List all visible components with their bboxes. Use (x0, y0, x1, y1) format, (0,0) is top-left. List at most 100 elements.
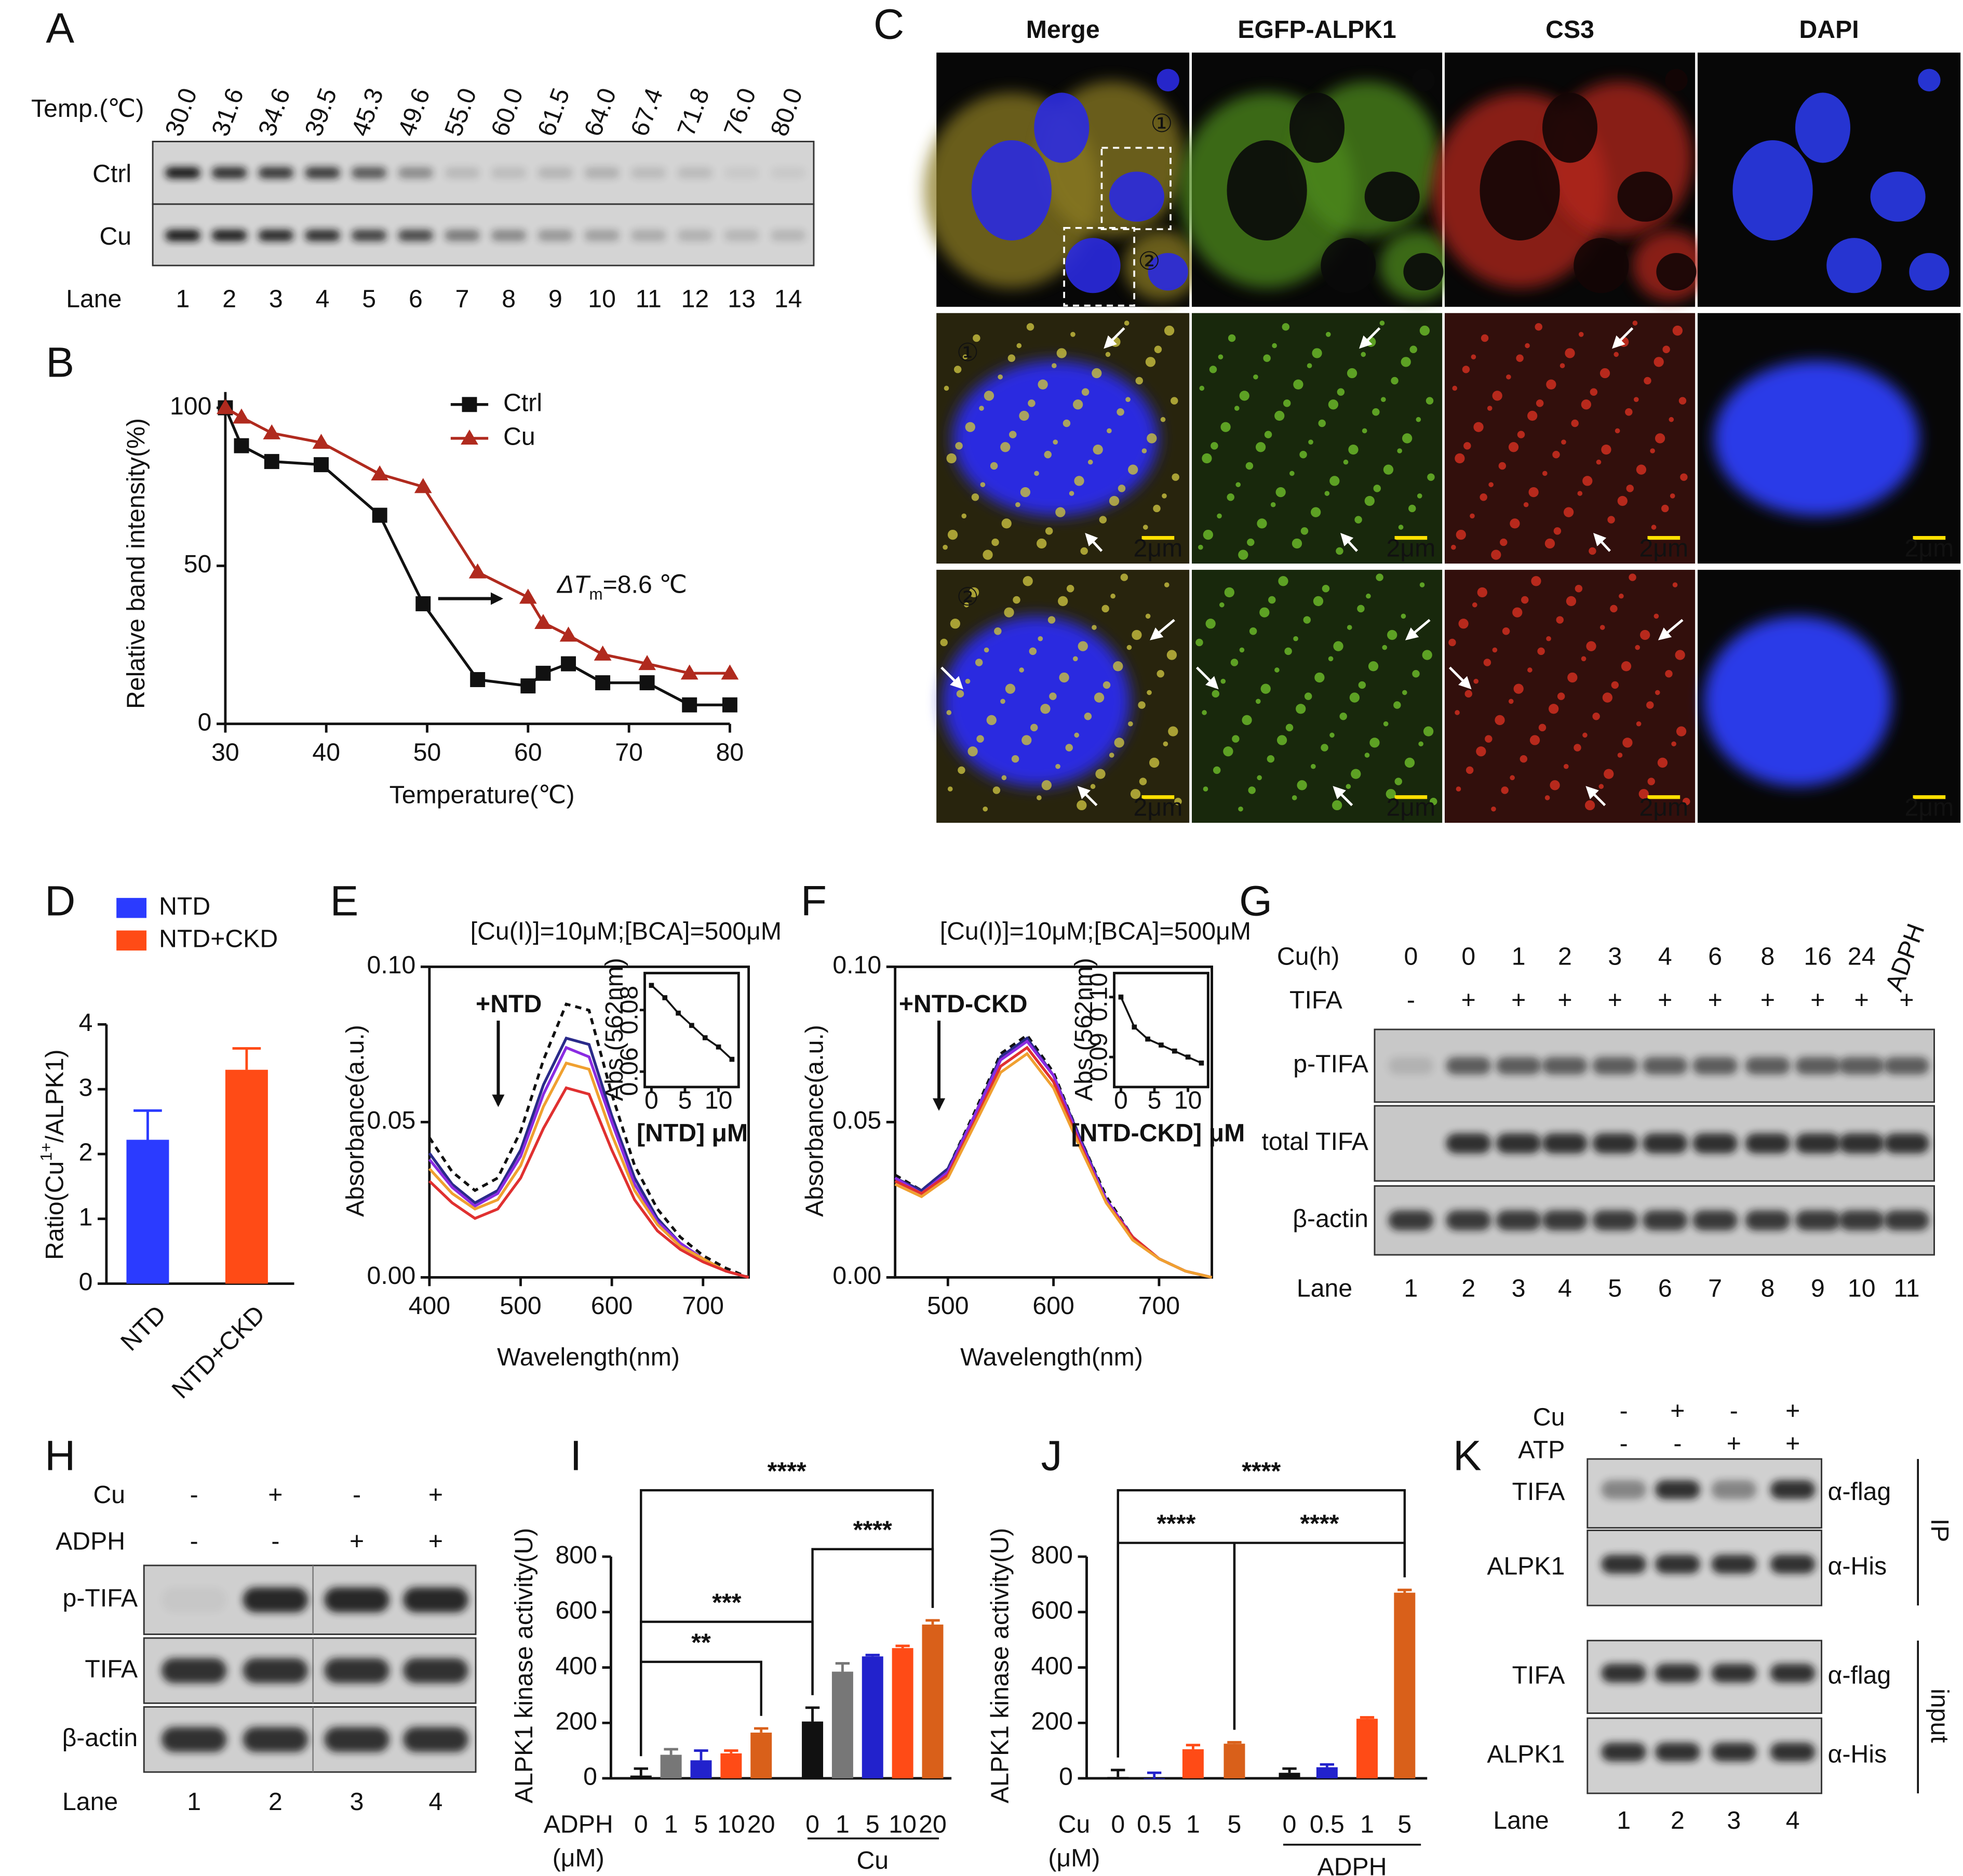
band (165, 230, 200, 242)
x-tick-label: 0 (644, 1087, 658, 1115)
puncta (1154, 345, 1162, 353)
puncta (1358, 681, 1366, 689)
puncta (1383, 721, 1389, 727)
nucleus (1227, 140, 1307, 240)
antibody-label: α-His (1828, 1552, 1887, 1580)
puncta (1292, 538, 1302, 549)
puncta (1470, 513, 1475, 519)
puncta (1090, 784, 1096, 789)
puncta (1074, 476, 1084, 486)
puncta (1529, 735, 1540, 745)
puncta (1638, 789, 1649, 799)
band (1542, 1133, 1588, 1154)
bar (1223, 1744, 1245, 1778)
puncta (1683, 797, 1690, 806)
puncta (956, 690, 964, 698)
band (1711, 1480, 1757, 1499)
puncta (1419, 582, 1425, 587)
puncta (1120, 573, 1128, 581)
x-tick-label: 5 (1228, 1810, 1242, 1838)
puncta (1278, 576, 1288, 586)
error-bar (1320, 1763, 1335, 1767)
puncta (1517, 431, 1525, 438)
x-tick-label: 1 (1360, 1810, 1374, 1838)
puncta (1101, 605, 1109, 613)
legend-label: NTD (159, 892, 210, 920)
band (1839, 1133, 1885, 1154)
y-tick-label: 0.05 (832, 1106, 881, 1134)
puncta (1678, 397, 1687, 405)
puncta (1653, 613, 1659, 619)
puncta (1527, 410, 1538, 421)
band (1839, 1210, 1885, 1231)
puncta (1635, 645, 1641, 650)
y-tick-label: 200 (555, 1707, 597, 1735)
band (243, 1587, 308, 1613)
band (398, 167, 434, 179)
puncta (1293, 636, 1298, 641)
row-label: ALPK1 (1487, 1740, 1565, 1768)
series-line (428, 1002, 749, 1279)
puncta (976, 735, 984, 743)
band (584, 167, 620, 179)
row-label: TIFA (1512, 1661, 1566, 1689)
puncta (1157, 670, 1164, 678)
puncta (1303, 616, 1311, 624)
lane-number: 11 (1893, 1274, 1919, 1302)
scale-bar (1141, 795, 1175, 799)
puncta (1117, 408, 1124, 416)
puncta (1260, 684, 1271, 694)
panel-label: A (46, 5, 74, 52)
data-point (638, 655, 656, 671)
scale-bar-label: 2μm (1134, 793, 1183, 821)
puncta (1427, 473, 1435, 481)
data-point (1199, 1060, 1204, 1066)
puncta (1596, 459, 1602, 465)
x-tick-label: 70 (615, 738, 643, 766)
lane-number: 2 (222, 285, 236, 313)
nucleus (1480, 140, 1560, 240)
condition-sign: + (1810, 986, 1825, 1014)
x-tick-label: 0.5 (1137, 1810, 1172, 1838)
band (398, 230, 434, 242)
lane-number: 3 (1512, 1274, 1526, 1302)
bar (1394, 1592, 1416, 1778)
puncta (991, 538, 999, 546)
puncta (958, 766, 965, 774)
puncta (1535, 323, 1542, 331)
significance-bracket (640, 1660, 762, 1757)
puncta (1107, 428, 1112, 434)
band (243, 1727, 308, 1752)
condition-value: 3 (1608, 942, 1622, 970)
nucleus (952, 360, 1158, 516)
temp-value: 67.4 (625, 85, 668, 140)
puncta (1005, 684, 1016, 694)
puncta (1198, 544, 1203, 550)
data-point (1185, 1054, 1191, 1060)
bar (802, 1721, 824, 1778)
puncta (1622, 738, 1633, 748)
lane-number: 1 (187, 1788, 201, 1816)
puncta (983, 806, 988, 812)
temp-value: 61.5 (532, 85, 575, 140)
band (1692, 1133, 1738, 1154)
condition-label: ADPH (56, 1527, 125, 1555)
lane-number: 1 (176, 285, 190, 313)
condition-sign: - (1673, 1429, 1682, 1457)
series-line (224, 406, 730, 675)
column-header: DAPI (1799, 16, 1859, 44)
bar (1107, 1777, 1129, 1778)
scale-bar (1394, 536, 1428, 540)
band (631, 167, 666, 179)
error-bar (1186, 1744, 1201, 1749)
error-bar (835, 1662, 850, 1672)
panel-label: K (1453, 1432, 1482, 1480)
puncta (1145, 357, 1156, 367)
puncta (1235, 482, 1241, 487)
puncta (1239, 647, 1245, 653)
puncta (1311, 507, 1321, 517)
puncta (1531, 576, 1541, 586)
puncta (1368, 661, 1379, 672)
puncta (1314, 672, 1325, 683)
condition-value: 16 (1804, 942, 1832, 970)
